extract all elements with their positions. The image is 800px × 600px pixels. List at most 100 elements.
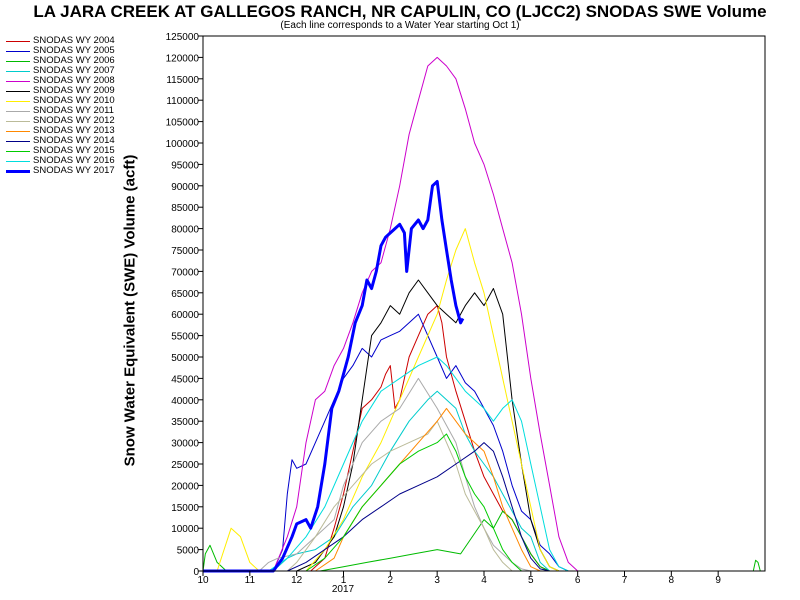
y-tick-label: 75000 <box>171 246 199 257</box>
legend-label: SNODAS WY 2010 <box>33 95 115 106</box>
y-axis-ticks: 0 5000 10000 15000 20000 25000 30000 35000 40000… <box>166 32 203 578</box>
legend-item: SNODAS WY 2009 <box>4 86 134 96</box>
y-tick-label: 0 <box>193 567 199 578</box>
y-tick-label: 10000 <box>171 524 199 535</box>
series-line-snodas-wy-2006 <box>202 510 765 572</box>
y-tick-label: 60000 <box>171 310 199 321</box>
x-tick-label: 2 <box>388 575 394 586</box>
legend-label: SNODAS WY 2008 <box>33 75 115 86</box>
legend-swatch <box>6 131 30 132</box>
y-tick-label: 125000 <box>166 32 200 43</box>
legend-swatch <box>6 91 30 92</box>
legend-item: SNODAS WY 2016 <box>4 156 134 166</box>
y-tick-label: 65000 <box>171 289 199 300</box>
legend-item: SNODAS WY 2011 <box>4 106 134 116</box>
legend-label: SNODAS WY 2009 <box>33 85 115 96</box>
legend-label: SNODAS WY 2013 <box>33 125 115 136</box>
legend-swatch <box>6 141 30 142</box>
series-layer <box>202 56 765 573</box>
legend-label: SNODAS WY 2014 <box>33 135 115 146</box>
legend-label: SNODAS WY 2017 <box>33 165 115 176</box>
y-tick-label: 45000 <box>171 374 199 385</box>
series-line-snodas-wy-2011 <box>203 377 765 572</box>
y-tick-label: 120000 <box>166 53 200 64</box>
y-tick-label: 55000 <box>171 332 199 343</box>
legend-item: SNODAS WY 2013 <box>4 126 134 136</box>
legend-label: SNODAS WY 2016 <box>33 155 115 166</box>
legend-swatch <box>6 41 30 42</box>
chart-subtitle: (Each line corresponds to a Water Year s… <box>280 20 520 31</box>
legend-label: SNODAS WY 2015 <box>33 145 115 156</box>
y-tick-label: 50000 <box>171 353 199 364</box>
legend-swatch <box>6 121 30 122</box>
legend-swatch <box>6 111 30 112</box>
y-tick-label: 15000 <box>171 503 199 514</box>
legend-swatch <box>6 161 30 162</box>
legend-swatch <box>6 170 30 173</box>
series-line-snodas-wy-2004 <box>203 305 765 572</box>
legend-swatch <box>6 151 30 152</box>
series-line-snodas-wy-2009 <box>203 279 765 572</box>
y-tick-label: 115000 <box>166 75 199 86</box>
y-tick-label: 100000 <box>166 139 200 150</box>
legend-swatch <box>6 61 30 62</box>
y-tick-label: 5000 <box>177 546 200 557</box>
x-axis-ticks: 10 11 12 1 2 3 4 5 6 7 8 9 <box>197 571 721 586</box>
y-tick-label: 85000 <box>171 203 199 214</box>
x-tick-label: 6 <box>575 575 581 586</box>
legend-label: SNODAS WY 2007 <box>33 65 115 76</box>
legend-swatch <box>6 51 30 52</box>
legend-swatch <box>6 101 30 102</box>
series-line-snodas-wy-2015 <box>203 433 765 572</box>
legend: SNODAS WY 2004 SNODAS WY 2005 SNODAS WY 20… <box>4 36 134 176</box>
y-tick-label: 95000 <box>171 160 199 171</box>
x-tick-label: 11 <box>245 575 256 586</box>
y-tick-label: 30000 <box>171 439 199 450</box>
x-tick-label: 12 <box>291 575 303 586</box>
x-tick-label: 10 <box>197 575 209 586</box>
y-tick-label: 80000 <box>171 225 199 236</box>
series-line-snodas-wy-2014 <box>203 442 765 572</box>
y-tick-label: 105000 <box>166 118 200 129</box>
legend-item: SNODAS WY 2012 <box>4 116 134 126</box>
x-tick-label: 3 <box>434 575 440 586</box>
legend-label: SNODAS WY 2012 <box>33 115 115 126</box>
y-tick-label: 40000 <box>171 396 199 407</box>
y-tick-label: 20000 <box>171 481 199 492</box>
legend-item: SNODAS WY 2010 <box>4 96 134 106</box>
legend-item: SNODAS WY 2007 <box>4 66 134 76</box>
y-tick-label: 35000 <box>171 417 199 428</box>
x-tick-label: 8 <box>669 575 675 586</box>
legend-item: SNODAS WY 2004 <box>4 36 134 46</box>
series-line-snodas-wy-2016 <box>203 356 765 572</box>
legend-item: SNODAS WY 2015 <box>4 146 134 156</box>
series-line-snodas-wy-2012 <box>203 420 765 572</box>
y-tick-label: 110000 <box>166 96 199 107</box>
series-line-snodas-wy-2007 <box>203 390 765 572</box>
legend-item: SNODAS WY 2005 <box>4 46 134 56</box>
legend-swatch <box>6 81 30 82</box>
legend-label: SNODAS WY 2011 <box>33 105 114 116</box>
x-tick-label: 5 <box>528 575 534 586</box>
x-tick-label: 1 <box>341 575 347 586</box>
y-tick-label: 90000 <box>171 182 199 193</box>
year-label: 2017 <box>332 584 355 595</box>
legend-item: SNODAS WY 2008 <box>4 76 134 86</box>
legend-label: SNODAS WY 2006 <box>33 55 115 66</box>
series-line-snodas-wy-2010 <box>203 228 765 572</box>
legend-item: SNODAS WY 2006 <box>4 56 134 66</box>
legend-item: SNODAS WY 2014 <box>4 136 134 146</box>
legend-label: SNODAS WY 2004 <box>33 35 115 46</box>
series-line-snodas-wy-2008 <box>203 56 765 572</box>
x-tick-label: 4 <box>481 575 487 586</box>
series-line-snodas-wy-2017 <box>203 180 465 573</box>
y-tick-label: 70000 <box>171 267 199 278</box>
x-tick-label: 9 <box>715 575 721 586</box>
series-line-snodas-wy-2005 <box>203 313 765 572</box>
chart-title: LA JARA CREEK AT GALLEGOS RANCH, NR CAPU… <box>33 2 767 21</box>
y-tick-label: 25000 <box>171 460 199 471</box>
legend-swatch <box>6 71 30 72</box>
x-tick-label: 7 <box>622 575 628 586</box>
legend-label: SNODAS WY 2005 <box>33 45 115 56</box>
